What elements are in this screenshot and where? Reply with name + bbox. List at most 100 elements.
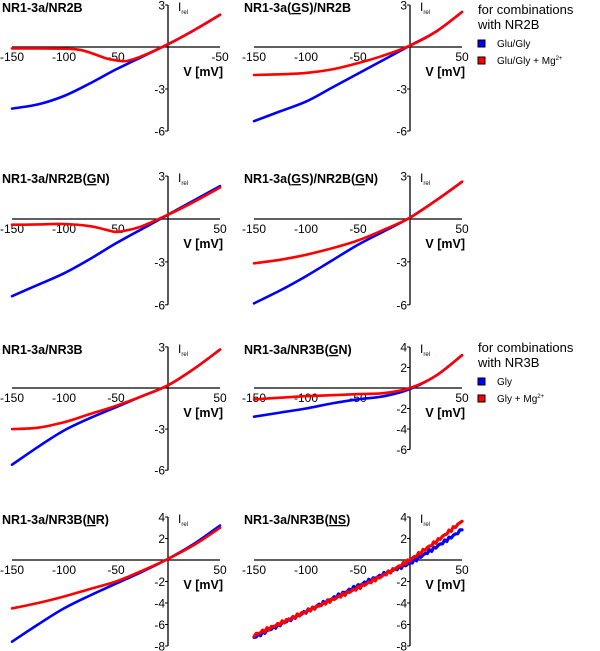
y-tick-label: 3 [400,170,407,184]
panel-2: NR1-3a(GS)/NR2B -150 -100 -50 50 3 -3 -6 V [mV] I… [242,0,469,139]
y-tick-label: 2 [158,532,165,546]
x-tick-label: 50 [213,563,227,577]
panel-title: NR1-3a/NR3B(NS) [244,513,350,527]
x-tick-label: -150 [0,391,24,405]
panel-5: NR1-3a/NR3B -150 -100 -50 50 3 -3 -6 V [mV] Irel [0,340,227,477]
y-tick-label: -2 [396,575,407,589]
x-tick-label: -50 [107,222,125,236]
y-tick-label: 4 [158,511,165,525]
y-axis-label: Irel [178,512,188,528]
legend-swatch [477,56,486,65]
title-segment: G [87,172,97,186]
y-tick-label: -3 [154,255,165,269]
panel-title: NR1-3a(GS)/NR2B [244,1,351,15]
y-label-sub: rel [181,181,188,187]
title-segment: N) [338,343,351,357]
title-segment: R) [96,513,109,527]
x-tick-label: -100 [52,563,76,577]
panel-title: NR1-3a(GS)/NR2B(GN) [244,172,378,186]
legend-swatch [477,39,486,48]
y-tick-label: -8 [396,640,407,651]
panel-title: NR1-3a/NR2B [2,1,83,15]
title-segment: NS [329,513,346,527]
y-label-main: I [178,0,181,14]
title-segment: NR1-3a/NR2B [2,1,83,15]
y-tick-label: -3 [154,423,165,437]
y-axis-label: Irel [420,512,430,528]
legend-swatch [477,377,486,386]
x-tick-label: -150 [242,222,266,236]
title-segment: S)/NR2B( [301,172,356,186]
x-tick-label: -100 [52,391,76,405]
y-tick-label: -6 [396,298,407,312]
x-tick-label: -100 [294,391,318,405]
y-tick-label: -4 [396,423,407,437]
y-label-main: I [178,512,181,526]
y-axis-label: Irel [420,171,430,187]
y-label-sub: rel [423,522,430,528]
x-tick-label: 50 [455,563,469,577]
x-tick-label: -100 [294,222,318,236]
legend-label: Gly [497,377,512,388]
y-label-sub: rel [423,10,430,16]
legend-label-sup: 2+ [537,394,544,400]
y-tick-label: 2 [400,532,407,546]
legend-label-text: Glu/Gly + Mg [497,56,556,67]
y-tick-label: -6 [396,618,407,632]
series-line-mg [10,348,222,431]
series-line-mg [10,13,222,63]
x-axis-label: V [mV] [425,406,465,420]
x-axis-label: V [mV] [425,578,465,592]
y-tick-label: 4 [400,341,407,355]
y-label-main: I [178,171,181,185]
title-segment: G [329,343,339,357]
y-tick-label: 2 [400,361,407,375]
x-tick-label: -50 [349,563,367,577]
y-axis-label: Irel [420,342,430,358]
x-axis-label: V [mV] [183,65,223,79]
y-tick-label: -8 [154,640,165,651]
legend-heading: for combinations [478,340,574,355]
y-tick-label: -4 [154,597,165,611]
legend-label-sup: 2+ [556,56,563,62]
y-tick-label: -2 [154,575,165,589]
panel-8: NR1-3a/NR3B(NS) -150 -100 -50 50 4 2 -2 -4 -6 -8 V … [242,511,469,651]
y-label-main: I [420,171,423,185]
series-line-mg [252,353,464,401]
x-tick-label: -150 [0,563,24,577]
y-label-main: I [420,0,423,14]
y-tick-label: 3 [158,340,165,354]
x-tick-label: -50 [349,222,367,236]
legend-heading: for combinations [478,2,574,17]
legend-label-text: Glu/Gly [497,39,530,50]
panel-title: NR1-3a/NR3B [2,343,83,357]
legend-heading: with NR2B [477,17,539,32]
legend-label: Gly + Mg2+ [497,394,545,405]
x-tick-label: -150 [0,50,24,64]
y-label-main: I [178,342,181,356]
legend-heading: with NR3B [477,355,539,370]
x-axis-label: V [mV] [425,237,465,251]
y-label-main: I [420,512,423,526]
x-tick-label: -50 [107,563,125,577]
title-segment: NR1-3a( [244,1,292,15]
x-tick-label: -50 [349,50,367,64]
x-axis-label: V [mV] [183,237,223,251]
x-tick-label: -50 [211,50,229,64]
y-axis-label: Irel [178,342,188,358]
title-segment: NR1-3a/NR3B [2,343,83,357]
x-tick-label: -100 [294,50,318,64]
title-segment: N) [365,172,378,186]
legend-label: Glu/Gly [497,39,530,50]
panel-1: NR1-3a/NR2B-150 -100 -50 -503-3-6V [mV]Irel [0,0,229,139]
y-tick-label: -6 [154,125,165,139]
y-tick-label: -6 [154,618,165,632]
y-tick-label: -6 [396,443,407,457]
legend-label-text: Gly + Mg [497,394,537,405]
x-tick-label: 50 [455,50,469,64]
x-tick-label: -100 [52,50,76,64]
y-label-sub: rel [423,352,430,358]
title-segment: NR1-3a/NR3B( [2,513,88,527]
